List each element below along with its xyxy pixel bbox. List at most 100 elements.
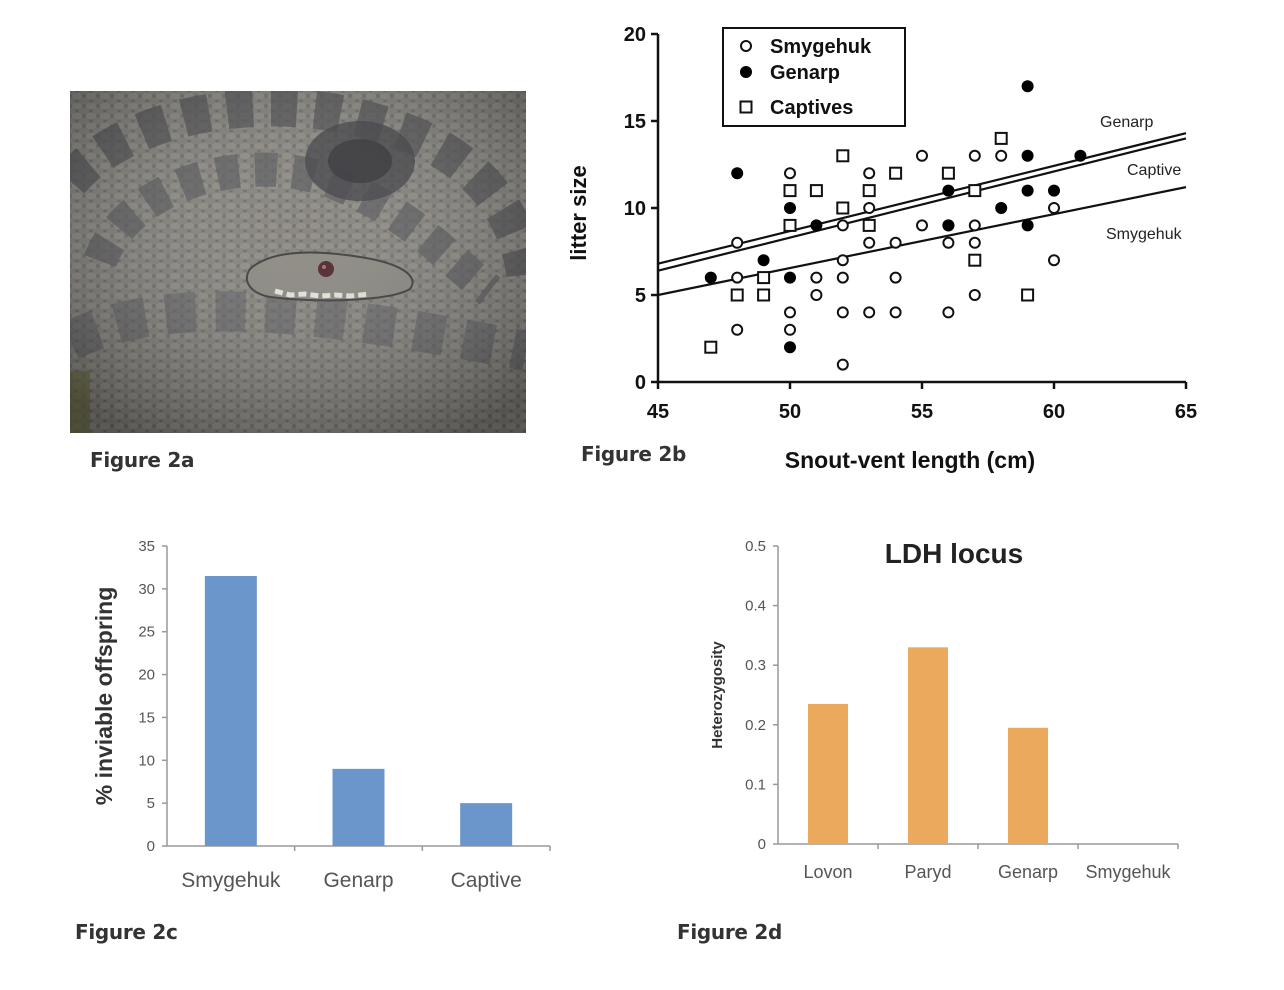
regression-label-genarp: Genarp <box>1100 114 1153 131</box>
data-point-captives <box>757 288 771 302</box>
data-point-smygehuk <box>836 219 849 232</box>
y-tick-label: 35 <box>138 538 155 555</box>
legend-marker-smygehuk <box>740 40 752 52</box>
data-point-genarp <box>1048 184 1060 197</box>
data-point-smygehuk <box>995 149 1008 162</box>
x-category-label: Captive <box>451 869 522 892</box>
x-tick-label: 55 <box>911 401 933 423</box>
data-point-captives <box>783 184 797 198</box>
regression-line-smygehuk <box>657 186 1187 297</box>
data-point-genarp <box>704 271 717 284</box>
data-point-captives <box>783 218 797 232</box>
data-point-genarp <box>1021 149 1034 162</box>
data-point-smygehuk <box>1048 254 1060 267</box>
regression-line-captive <box>657 137 1187 272</box>
x-tick-label: 50 <box>779 401 801 423</box>
data-point-captives <box>862 184 876 198</box>
y-tick-label: 5 <box>635 285 646 307</box>
data-point-captives <box>941 166 955 180</box>
y-axis-label: % inviable offspring <box>91 587 117 806</box>
y-tick-label: 15 <box>138 709 155 726</box>
x-category-label: Smygehuk <box>181 869 281 892</box>
data-point-genarp <box>1074 149 1087 162</box>
y-axis-label: litter size <box>566 165 591 260</box>
bar-genarp <box>1008 727 1048 844</box>
regression-line-genarp <box>657 132 1187 265</box>
data-point-captives <box>757 271 771 285</box>
data-point-genarp <box>1021 184 1034 197</box>
y-tick-label: 5 <box>147 795 155 812</box>
y-tick-label: 20 <box>138 667 155 684</box>
data-point-genarp <box>942 184 955 197</box>
data-point-captives <box>809 184 823 198</box>
chart-title: LDH locus <box>885 538 1023 569</box>
legend-marker-captives <box>739 100 753 114</box>
data-point-smygehuk <box>784 323 796 336</box>
data-point-genarp <box>1021 219 1034 232</box>
legend-box <box>722 27 906 127</box>
data-point-smygehuk <box>889 236 902 249</box>
data-point-captives <box>1021 288 1035 302</box>
y-tick-label: 0 <box>758 836 766 853</box>
data-point-smygehuk <box>916 149 928 162</box>
data-point-captives <box>889 166 903 180</box>
data-point-smygehuk <box>942 306 955 319</box>
data-point-smygehuk <box>1048 202 1060 214</box>
data-point-captives <box>862 218 876 232</box>
y-tick-label: 25 <box>138 624 155 641</box>
regression-label-smygehuk: Smygehuk <box>1106 226 1183 243</box>
data-point-genarp <box>731 167 744 180</box>
data-point-smygehuk <box>731 323 744 336</box>
data-point-smygehuk <box>942 236 955 249</box>
data-point-captives <box>836 201 850 215</box>
y-tick-label: 10 <box>624 198 646 220</box>
bar-paryd <box>908 647 948 844</box>
data-point-smygehuk <box>863 236 876 249</box>
data-point-genarp <box>784 202 796 214</box>
legend-label-captives: Captives <box>770 97 853 119</box>
bar-lovon <box>808 703 848 844</box>
data-point-genarp <box>810 219 823 232</box>
y-tick-label: 30 <box>138 581 155 598</box>
data-point-smygehuk <box>916 219 928 232</box>
data-point-smygehuk <box>810 289 823 301</box>
y-tick-label: 20 <box>624 24 646 46</box>
data-point-smygehuk <box>968 289 981 301</box>
x-category-label: Genarp <box>998 862 1058 882</box>
data-point-captives <box>968 253 982 267</box>
figure-2b-label: Figure 2b <box>581 442 686 466</box>
bar-smygehuk <box>204 576 257 846</box>
x-tick-label: 45 <box>647 401 669 423</box>
y-tick-label: 15 <box>624 111 646 133</box>
data-point-genarp <box>1021 80 1034 93</box>
data-point-smygehuk <box>784 167 796 180</box>
data-point-smygehuk <box>863 306 876 319</box>
y-tick-label: 0.4 <box>745 598 766 615</box>
data-point-captives <box>704 340 718 354</box>
x-category-label: Genarp <box>323 869 393 892</box>
legend-label-smygehuk: Smygehuk <box>770 36 872 58</box>
data-point-smygehuk <box>889 306 902 319</box>
bar-genarp <box>332 768 385 846</box>
y-tick-label: 0.3 <box>745 657 766 674</box>
data-point-smygehuk <box>836 358 849 371</box>
regression-label-captive: Captive <box>1127 162 1181 179</box>
y-tick-label: 10 <box>138 752 155 769</box>
data-point-smygehuk <box>863 202 876 214</box>
x-tick-label: 60 <box>1043 401 1065 423</box>
snake-photo <box>55 88 545 433</box>
data-point-smygehuk <box>731 271 744 284</box>
data-point-genarp <box>757 254 770 267</box>
legend-label-genarp: Genarp <box>770 62 840 84</box>
legend-marker-genarp <box>740 66 752 78</box>
bar-captive <box>460 803 513 846</box>
y-tick-label: 0 <box>635 372 646 394</box>
data-point-captives <box>836 149 850 163</box>
data-point-smygehuk <box>889 271 902 284</box>
data-point-smygehuk <box>968 236 981 249</box>
data-point-smygehuk <box>863 167 876 180</box>
figure-2a-label: Figure 2a <box>90 448 195 472</box>
figure-2d-label: Figure 2d <box>677 920 782 944</box>
bar-chart-heterozygosity: 0 0.1 0.2 0.3 0.4 0.5 Lovon Paryd Genarp Smygehuk… <box>709 538 1179 882</box>
x-category-label: Paryd <box>904 862 951 882</box>
